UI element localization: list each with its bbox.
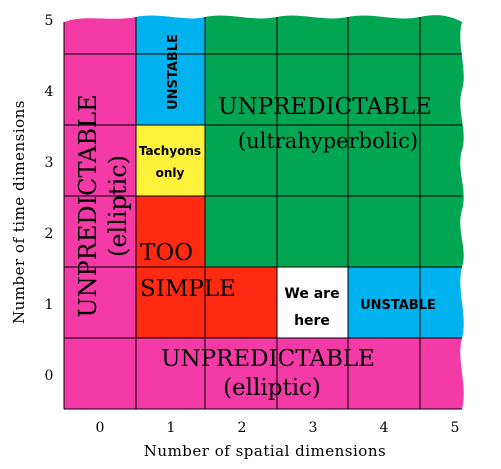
- label-tachyons: Tachyons: [139, 144, 201, 158]
- label-we-are: We are: [284, 286, 339, 302]
- label-unstable-top: UNSTABLE: [166, 34, 181, 110]
- label-here: here: [294, 313, 330, 329]
- region-elliptic-bottom-bg: [64, 338, 464, 409]
- region-unstable-top-bg: [136, 15, 205, 125]
- x-tick-2: 2: [238, 420, 247, 436]
- y-tick-0: 0: [45, 368, 54, 384]
- label-unpredictable-ultrahyperbolic: UNPREDICTABLE: [218, 94, 432, 120]
- x-tick-5: 5: [451, 420, 460, 436]
- region-unstable-right-bg: [348, 267, 464, 338]
- label-ultrahyperbolic: (ultrahyperbolic): [238, 129, 418, 153]
- region-elliptic-left-bg: [64, 17, 136, 338]
- region-ultrahyperbolic-bg: [205, 15, 464, 267]
- label-elliptic-bottom: (elliptic): [223, 375, 321, 401]
- y-tick-3: 3: [45, 155, 54, 171]
- label-simple: SIMPLE: [140, 276, 236, 302]
- grid-lines: [64, 17, 462, 409]
- x-tick-1: 1: [167, 420, 176, 436]
- y-tick-1: 1: [45, 297, 54, 313]
- label-tachyons-only: only: [156, 166, 185, 180]
- region-tachyons-bg: [136, 125, 205, 196]
- region-we-are-here-bg: [277, 267, 348, 338]
- x-axis-title: Number of spatial dimensions: [144, 442, 386, 460]
- y-tick-labels: 0 1 2 3 4 5: [45, 13, 54, 384]
- x-tick-4: 4: [380, 420, 389, 436]
- label-unpredictable-elliptic-bottom: UNPREDICTABLE: [161, 346, 375, 372]
- y-axis-title: Number of time dimensions: [10, 100, 28, 324]
- svg-text:UNPREDICTABLE: UNPREDICTABLE: [74, 94, 102, 317]
- y-tick-5: 5: [45, 13, 54, 29]
- label-too: TOO: [140, 240, 193, 266]
- label-unstable-right: UNSTABLE: [360, 298, 436, 313]
- x-tick-3: 3: [309, 420, 318, 436]
- x-tick-0: 0: [96, 420, 105, 436]
- svg-text:(elliptic): (elliptic): [104, 155, 132, 257]
- label-unpredictable-elliptic-left: UNPREDICTABLE (elliptic): [74, 94, 132, 317]
- x-tick-labels: 0 1 2 3 4 5: [96, 420, 460, 436]
- frame: [63, 22, 462, 410]
- y-tick-4: 4: [45, 84, 54, 100]
- y-tick-2: 2: [45, 226, 54, 242]
